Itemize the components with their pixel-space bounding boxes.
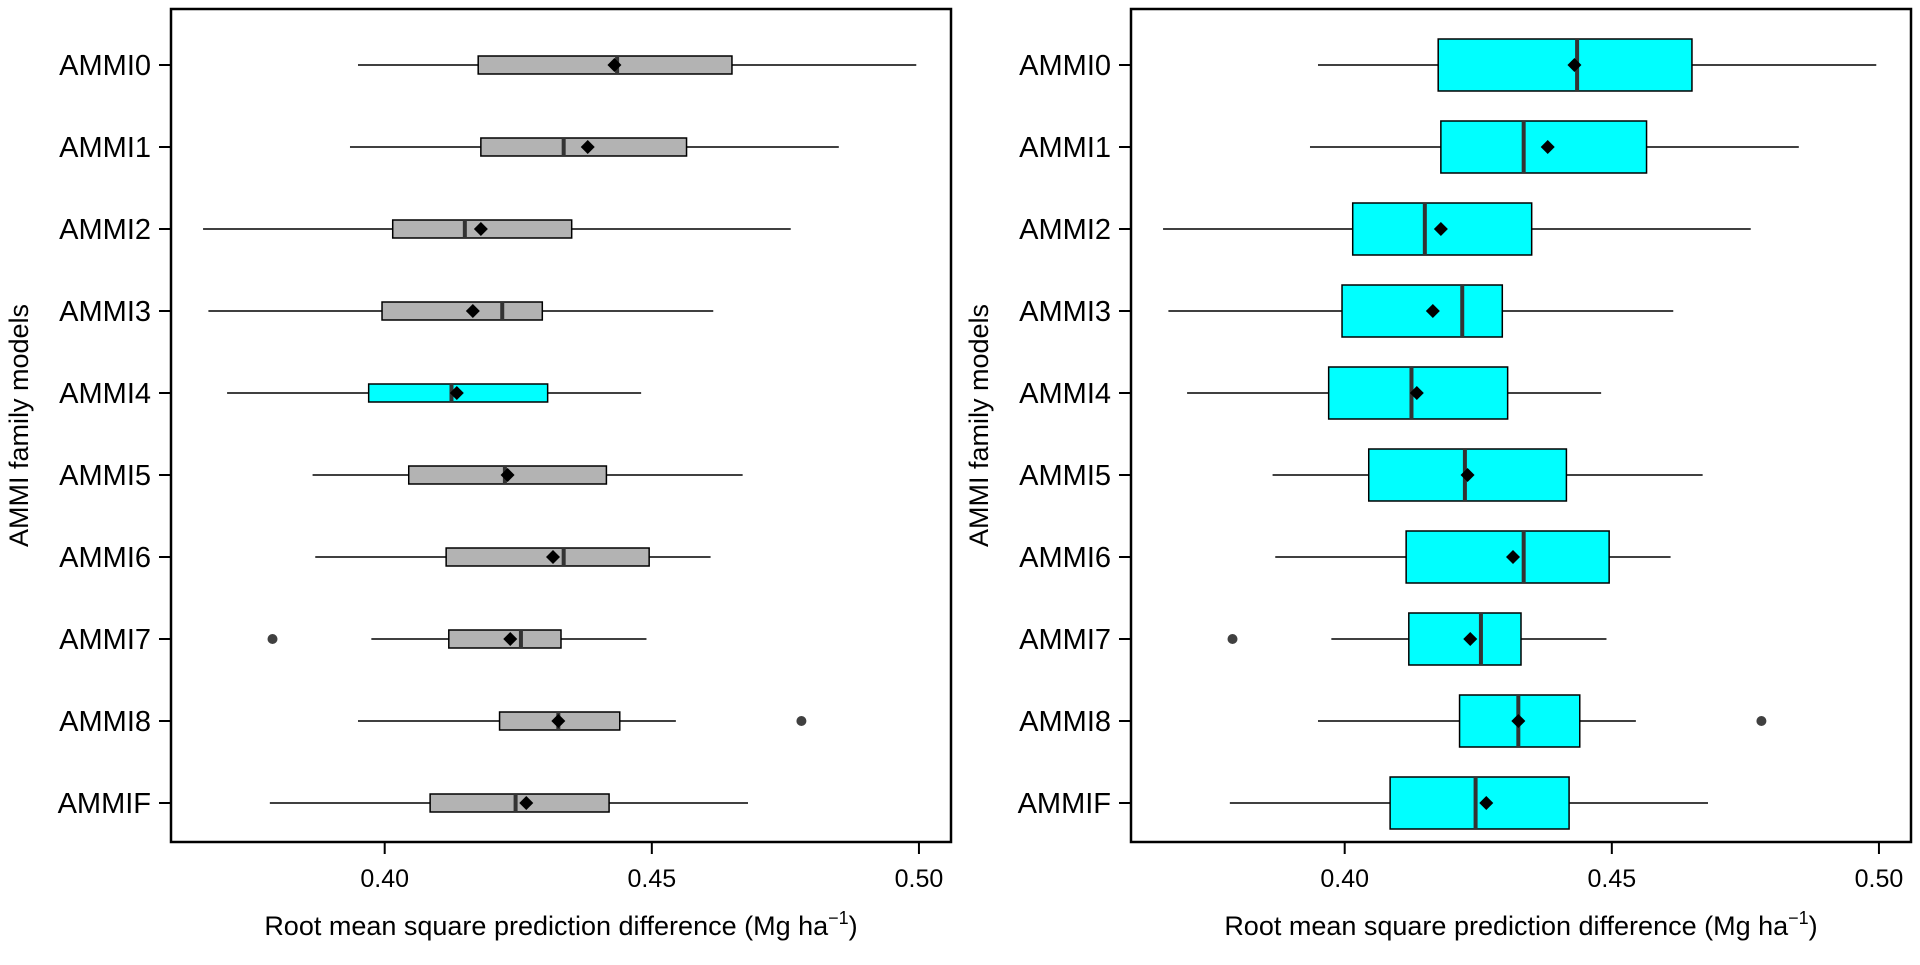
x-axis-title: Root mean square prediction difference (… <box>1224 908 1817 941</box>
mean-marker <box>1511 714 1526 728</box>
box-ammif: AMMIF <box>1018 776 1708 830</box>
mean-marker <box>1479 796 1494 810</box>
box-ammi4: AMMI4 <box>59 378 642 410</box>
mean-marker <box>1463 632 1478 646</box>
x-axis-title: Root mean square prediction difference (… <box>264 908 857 941</box>
category-label: AMMI5 <box>1019 460 1111 492</box>
outlier-point <box>1756 716 1767 726</box>
x-tick-label: 0.40 <box>360 865 409 893</box>
y-axis-title: AMMI family models <box>4 304 34 547</box>
box-ammi3: AMMI3 <box>1019 284 1674 338</box>
mean-marker <box>449 386 464 400</box>
category-label: AMMI2 <box>1019 214 1111 246</box>
x-tick-label: 0.45 <box>627 865 676 893</box>
box-ammif: AMMIF <box>58 788 748 820</box>
category-label: AMMI3 <box>59 296 151 328</box>
x-tick-label: 0.40 <box>1320 865 1369 893</box>
mean-marker <box>1540 140 1555 154</box>
box-ammi7: AMMI7 <box>1019 612 1607 666</box>
iqr-box <box>1341 284 1504 338</box>
category-label: AMMI2 <box>59 214 151 246</box>
mean-marker <box>500 468 515 482</box>
iqr-box <box>381 301 544 321</box>
box-ammi0: AMMI0 <box>1019 38 1877 92</box>
x-tick-label: 0.45 <box>1587 865 1636 893</box>
category-label: AMMI7 <box>1019 624 1111 656</box>
box-ammi5: AMMI5 <box>59 460 743 492</box>
box-ammi0: AMMI0 <box>59 50 917 82</box>
plot-frame <box>169 7 953 844</box>
box-ammi8: AMMI8 <box>59 706 807 738</box>
mean-marker <box>545 550 560 564</box>
category-label: AMMI0 <box>1019 50 1111 82</box>
mean-marker <box>1505 550 1520 564</box>
mean-marker <box>551 714 566 728</box>
category-label: AMMI7 <box>59 624 151 656</box>
category-label: AMMI4 <box>59 378 151 410</box>
box-ammi6: AMMI6 <box>59 542 711 574</box>
mean-marker <box>580 140 595 154</box>
mean-marker <box>473 222 488 236</box>
category-label: AMMI3 <box>1019 296 1111 328</box>
box-ammi1: AMMI1 <box>59 132 839 164</box>
mean-marker <box>503 632 518 646</box>
category-label: AMMIF <box>58 788 151 820</box>
chart-panel-1: 0.40 0.45 0.50 Root mean square prediction … <box>4 7 953 941</box>
category-label: AMMI0 <box>59 50 151 82</box>
mean-marker <box>607 58 622 72</box>
iqr-box <box>477 55 733 75</box>
y-axis-title: AMMI family models <box>964 304 994 547</box>
x-tick-label: 0.50 <box>895 865 944 893</box>
mean-marker <box>1460 468 1475 482</box>
iqr-box <box>1437 38 1693 92</box>
mean-marker <box>465 304 480 318</box>
box-ammi5: AMMI5 <box>1019 448 1703 502</box>
mean-marker <box>1433 222 1448 236</box>
x-tick-label: 0.50 <box>1855 865 1904 893</box>
outlier-point <box>796 716 807 726</box>
category-label: AMMI4 <box>1019 378 1111 410</box>
category-label: AMMI1 <box>59 132 151 164</box>
category-label: AMMI6 <box>1019 542 1111 574</box>
box-ammi4: AMMI4 <box>1019 366 1602 420</box>
box-ammi7: AMMI7 <box>59 624 647 656</box>
box-ammi2: AMMI2 <box>59 214 791 246</box>
plot-frame <box>1129 7 1913 844</box>
outlier-point <box>1227 634 1238 644</box>
category-label: AMMI5 <box>59 460 151 492</box>
box-ammi8: AMMI8 <box>1019 694 1767 748</box>
category-label: AMMI6 <box>59 542 151 574</box>
box-ammi3: AMMI3 <box>59 296 714 328</box>
category-label: AMMI8 <box>59 706 151 738</box>
mean-marker <box>1409 386 1424 400</box>
category-label: AMMI8 <box>1019 706 1111 738</box>
chart-panel-2: 0.40 0.45 0.50 Root mean square prediction … <box>964 7 1913 941</box>
outlier-point <box>267 634 278 644</box>
category-label: AMMI1 <box>1019 132 1111 164</box>
category-label: AMMIF <box>1018 788 1111 820</box>
mean-marker <box>1425 304 1440 318</box>
mean-marker <box>519 796 534 810</box>
box-ammi1: AMMI1 <box>1019 120 1799 174</box>
mean-marker <box>1567 58 1582 72</box>
box-ammi6: AMMI6 <box>1019 530 1671 584</box>
box-ammi2: AMMI2 <box>1019 202 1751 256</box>
